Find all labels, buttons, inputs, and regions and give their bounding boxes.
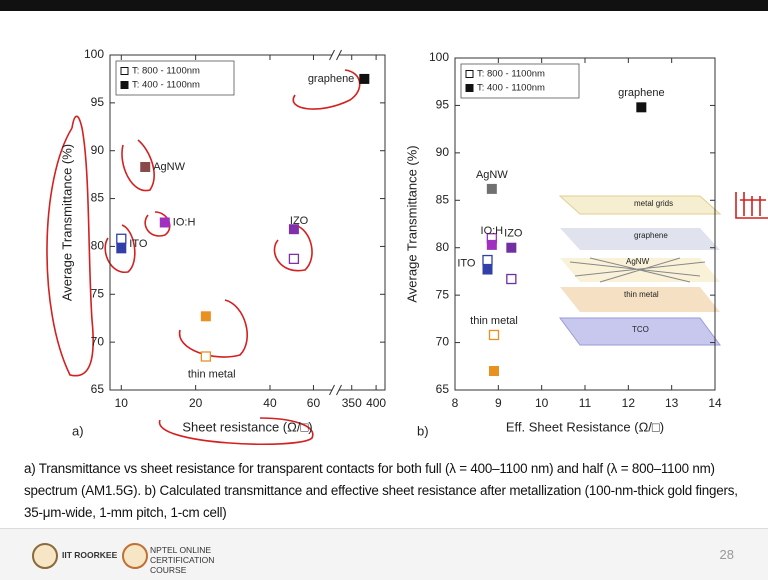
x-tick-label: 40 [263, 396, 277, 410]
caption: a) Transmittance vs sheet resistance for… [24, 458, 754, 524]
charts: metal grids graphene AgNW thin metal TCO… [0, 0, 768, 528]
x-tick-label: 10 [115, 396, 129, 410]
point-label: thin metal [188, 368, 236, 380]
point-label: graphene [618, 87, 665, 99]
data-point [483, 265, 492, 274]
point-label: IO:H [173, 216, 196, 228]
y-tick-label: 95 [436, 98, 450, 112]
panel-label: a) [72, 423, 84, 438]
x-tick-label: 8 [452, 396, 459, 410]
data-point [507, 243, 516, 252]
legend-label: T: 800 - 1100nm [477, 69, 545, 80]
data-point [117, 234, 126, 243]
slide: metal grids graphene AgNW thin metal TCO… [0, 0, 768, 579]
data-point [490, 330, 499, 339]
y-tick-label: 90 [91, 143, 105, 157]
data-point [160, 218, 169, 227]
x-tick-label: 9 [495, 396, 502, 410]
y-axis-title: Average Transmittance (%) [59, 144, 74, 301]
data-point [487, 184, 496, 193]
legend-label: T: 400 - 1100nm [477, 83, 545, 94]
legend-marker [121, 82, 128, 89]
data-point [487, 240, 496, 249]
footer: IIT ROORKEE NPTEL ONLINE CERTIFICATION C… [0, 528, 768, 580]
data-point [141, 162, 150, 171]
footer-institute: IIT ROORKEE [62, 550, 117, 560]
x-tick-label: 11 [579, 396, 592, 410]
y-axis-title: Average Transmittance (%) [404, 145, 419, 302]
x-tick-label: 400 [366, 396, 386, 410]
point-label: AgNW [153, 161, 185, 173]
data-point [360, 74, 369, 83]
footer-course: NPTEL ONLINE CERTIFICATION COURSE [150, 545, 240, 575]
x-tick-label: 10 [535, 396, 549, 410]
x-tick-label: 13 [665, 396, 679, 410]
data-point [637, 103, 646, 112]
inset-label: AgNW [626, 257, 650, 266]
legend-label: T: 400 - 1100nm [132, 80, 200, 91]
legend-label: T: 800 - 1100nm [132, 66, 200, 77]
point-label: ITO [457, 257, 476, 269]
y-tick-label: 65 [436, 382, 450, 396]
logo [122, 543, 148, 569]
data-point [289, 254, 298, 263]
y-tick-label: 80 [91, 239, 105, 253]
data-point [117, 244, 126, 253]
y-tick-label: 90 [436, 145, 450, 159]
logo [32, 543, 58, 569]
annotation-stroke [180, 300, 248, 357]
point-label: IZO [504, 228, 523, 240]
point-label: ITO [129, 238, 148, 250]
inset-label: TCO [632, 325, 649, 334]
y-tick-label: 95 [91, 95, 105, 109]
data-point [201, 312, 210, 321]
point-label: thin metal [470, 315, 518, 327]
data-point [201, 352, 210, 361]
y-tick-label: 85 [436, 192, 450, 206]
annotation-stroke [736, 192, 768, 218]
point-label: IO:H [481, 225, 504, 237]
data-point [507, 275, 516, 284]
x-tick-label: 14 [708, 396, 722, 410]
y-tick-label: 70 [436, 335, 450, 349]
y-tick-label: 100 [84, 47, 104, 61]
legend-marker [466, 85, 473, 92]
x-axis-title: Sheet resistance (Ω/□) [182, 419, 312, 434]
x-axis-title: Eff. Sheet Resistance (Ω/□) [506, 419, 664, 434]
point-label: IZO [290, 215, 309, 227]
data-point [490, 367, 499, 376]
y-tick-label: 65 [91, 382, 105, 396]
x-tick-label: 350 [342, 396, 362, 410]
legend-marker [466, 71, 473, 78]
point-label: graphene [308, 73, 355, 85]
x-tick-label: 60 [307, 396, 321, 410]
y-tick-label: 70 [91, 334, 105, 348]
point-label: AgNW [476, 169, 508, 181]
data-point [483, 256, 492, 265]
y-tick-label: 85 [91, 191, 105, 205]
inset-label: metal grids [634, 199, 673, 208]
inset-diagram: metal grids graphene AgNW thin metal TCO [560, 196, 720, 345]
y-tick-label: 100 [429, 50, 449, 64]
y-tick-label: 75 [91, 286, 105, 300]
y-tick-label: 80 [436, 240, 450, 254]
legend-marker [121, 68, 128, 75]
x-tick-label: 12 [622, 396, 636, 410]
panel-label: b) [417, 423, 429, 438]
inset-label: graphene [634, 231, 668, 240]
y-tick-label: 75 [436, 287, 450, 301]
x-tick-label: 20 [189, 396, 203, 410]
inset-label: thin metal [624, 290, 659, 299]
page-number: 28 [720, 547, 734, 562]
